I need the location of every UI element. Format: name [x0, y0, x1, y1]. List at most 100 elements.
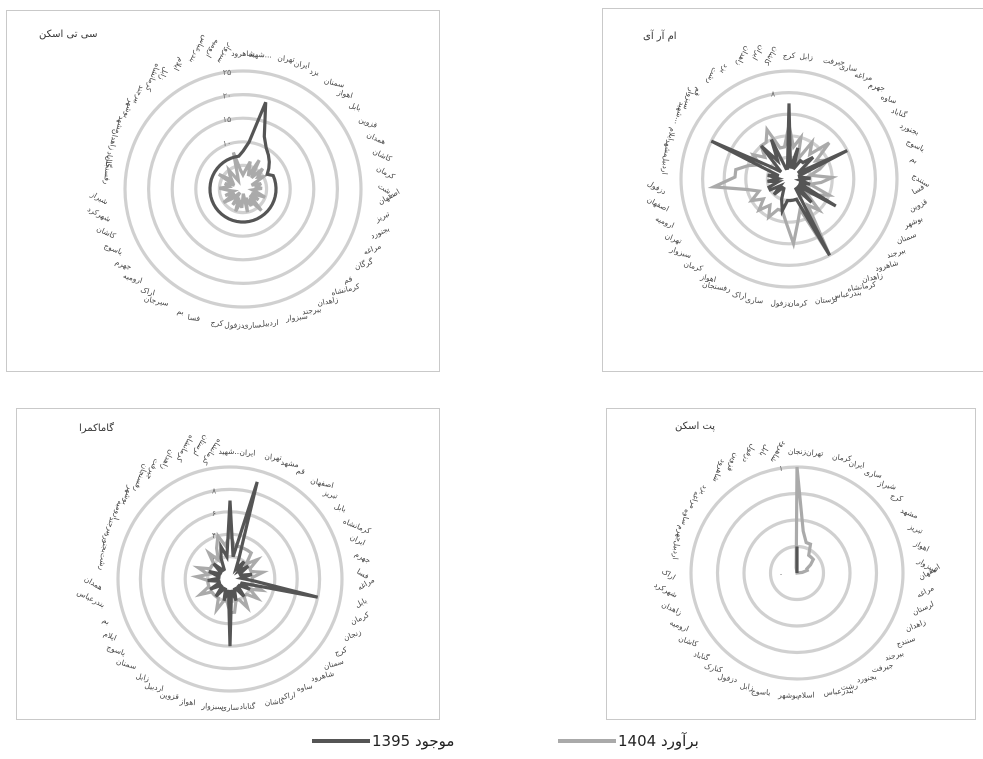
category-label: بجنورد	[369, 224, 391, 240]
category-label: کنارک	[703, 661, 723, 674]
category-label: زاهدان	[734, 45, 752, 68]
category-label: جیرفت	[823, 56, 846, 67]
category-label: شاهرود	[711, 458, 728, 483]
category-label: سبزوار	[668, 244, 693, 260]
category-label: اردبیل	[660, 155, 671, 175]
series-line	[208, 101, 278, 224]
category-label: تهران	[664, 231, 683, 246]
category-label: ساری	[745, 295, 764, 305]
tick-label: ۲۰	[223, 92, 232, 101]
category-label: جهرم	[114, 257, 133, 271]
category-label: سمنان	[895, 230, 918, 246]
category-label: اهواز	[335, 87, 353, 100]
category-label: بابل	[348, 100, 362, 112]
category-label: قزوین	[908, 197, 930, 214]
category-label: ساوه	[296, 681, 314, 693]
chart-panel-pet-scan: پت اسکن ۰ ۱ زنجان تهران کرمان ایران ساری شیراز ک…	[606, 408, 976, 720]
category-label: ایلام	[172, 56, 186, 72]
tick-label: ۴	[212, 531, 216, 540]
category-label: تبریز	[321, 488, 339, 501]
category-label: ایران	[349, 533, 367, 548]
category-label: رفسنجان	[102, 155, 114, 185]
category-label: ارومیه	[668, 618, 690, 634]
category-label: زابل	[135, 671, 151, 683]
category-label: شهرکرد	[86, 204, 112, 223]
tick-label: ۰	[779, 570, 783, 579]
grid-ring	[679, 69, 899, 289]
category-label: شهید...	[249, 50, 272, 60]
category-label: بابل	[333, 501, 347, 513]
category-label: کرج	[333, 645, 348, 658]
chart-panel-mri: ام آر آی ۲ ۸ کرج زابل جیرفت ساری مراغه جهرم ساوه…	[602, 8, 983, 372]
legend-label: موجود 1395	[372, 732, 455, 750]
category-label: ساری	[863, 467, 883, 479]
legend-label: برآورد 1404	[618, 732, 699, 750]
category-label: مراغه	[362, 241, 382, 256]
category-label: گناباد	[693, 649, 711, 662]
category-label: یاسوج	[105, 643, 126, 658]
category-label: اراک	[660, 567, 677, 582]
legend-swatch	[558, 739, 616, 743]
category-label: بیرجند	[884, 648, 905, 662]
category-label: مراغه	[915, 583, 935, 599]
category-label: گناباد	[239, 701, 256, 711]
category-label: همدان	[83, 574, 105, 592]
category-label: اراک	[732, 290, 748, 301]
category-label: بندرعباس	[188, 34, 210, 65]
category-label: اهواز	[912, 538, 931, 553]
category-label: کرمان	[375, 164, 397, 181]
category-label: سبزوار	[284, 312, 308, 324]
category-label: گناباد	[104, 151, 115, 168]
category-label: گرگان	[353, 257, 374, 272]
category-label: اهواز	[699, 272, 717, 284]
category-label: جهرم	[867, 80, 886, 93]
category-label: کاشان	[95, 224, 117, 241]
chart-title: سی تی اسکن	[39, 29, 98, 40]
category-label: لرستان	[911, 599, 935, 617]
chart-panel-ct-scan: سی تی اسکن ۱۰ ۱۵ ۲۰ ۲۵ شاهرود شهید... تهران ایر…	[6, 10, 440, 372]
category-label: کرج	[210, 318, 224, 328]
category-label: شاهرود	[310, 669, 335, 683]
category-label: تبریز	[373, 209, 391, 224]
category-label: مشهد	[280, 458, 299, 469]
category-label: ارومیه	[654, 214, 676, 230]
category-label: قم	[296, 466, 307, 477]
tick-label: ۱۵	[223, 115, 232, 124]
category-labels: شهید...ایران تهرانمشهدقماصفهانتبریزبابلکر…	[76, 433, 376, 712]
category-label: ایلام	[666, 127, 677, 142]
category-label: ایران	[239, 448, 255, 458]
grid-ring	[116, 465, 344, 693]
category-label: بوشهر	[777, 690, 798, 700]
category-label: جهرم	[353, 549, 372, 565]
category-labels: کرج زابل جیرفتساریمراغهجهرمساوهگنابادبجنور…	[645, 44, 931, 308]
category-label: تهران	[264, 452, 282, 463]
category-label: دزفول	[741, 443, 758, 465]
tick-label: ۸	[212, 486, 217, 495]
tick-label: ۲۵	[223, 68, 232, 77]
category-label: اردبیل	[144, 681, 164, 693]
category-label: بجنورد	[856, 672, 877, 684]
category-label: ارومیه	[122, 271, 143, 285]
category-label: زابل	[799, 52, 813, 62]
chart-title: گاماکمرا	[79, 423, 115, 434]
category-label: ایران	[848, 459, 865, 470]
category-label: ایلام	[102, 629, 118, 642]
category-label: بجنورد	[100, 532, 112, 553]
category-label: بم	[909, 154, 919, 165]
category-label: کرمان	[683, 259, 705, 273]
category-label: کاشان	[264, 696, 285, 707]
category-label: مشهد	[899, 506, 919, 521]
category-label: مراغه	[356, 575, 376, 592]
category-label: اصفهان	[645, 195, 670, 214]
category-label: سبزوار	[200, 701, 223, 711]
category-label: سیرجان	[143, 294, 169, 308]
category-label: قم	[343, 274, 354, 285]
category-label: کرج	[889, 491, 904, 504]
tick-label: ۱۰	[223, 139, 232, 148]
category-label: ایران	[293, 59, 310, 70]
category-label: بندرعباس	[76, 588, 107, 610]
category-label: کرج	[783, 51, 796, 60]
